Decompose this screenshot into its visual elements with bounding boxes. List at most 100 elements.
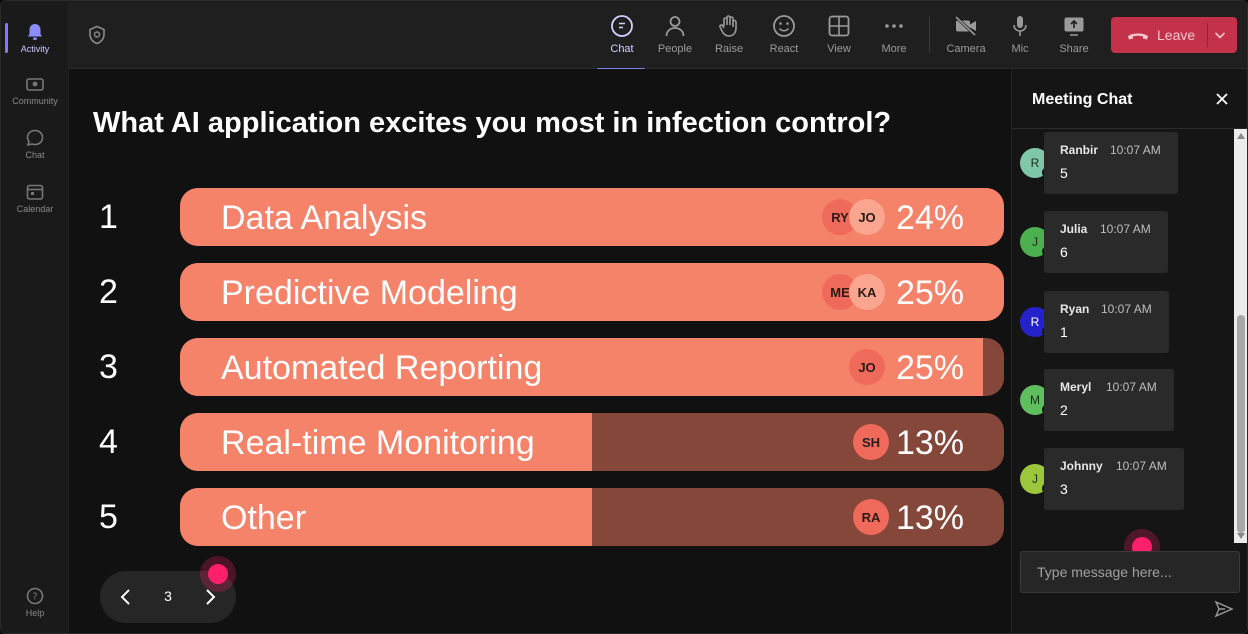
message-bubble: Ranbir 10:07 AM 5 xyxy=(1044,132,1178,194)
rail-label: Calendar xyxy=(16,203,54,214)
toolbar-camera-button[interactable]: Camera xyxy=(941,9,991,65)
option-label: Data Analysis xyxy=(221,199,427,237)
toolbar-divider xyxy=(929,17,930,53)
chat-message: J Julia 10:07 AM 6 xyxy=(1020,211,1220,273)
avatar: SH xyxy=(853,424,889,460)
avatar: JO xyxy=(849,349,885,385)
chat-header: Meeting Chat xyxy=(1012,69,1247,129)
smiley-icon xyxy=(773,15,795,37)
chat-icon xyxy=(26,129,44,146)
chevron-down-icon[interactable] xyxy=(1213,28,1227,42)
rail-label: Activity xyxy=(20,43,50,54)
bell-icon xyxy=(28,23,42,40)
meeting-chat-panel: Meeting Chat R Ranbir 10:07 AM 5 J Julia… xyxy=(1011,69,1247,633)
hand-icon xyxy=(719,15,737,37)
meeting-toolbar: Chat People Raise React View More Camera xyxy=(69,1,1247,71)
camera-off-icon xyxy=(954,15,977,37)
rail-label: Help xyxy=(25,607,45,618)
option-bar[interactable]: Predictive Modeling ME KA 25% xyxy=(180,263,1004,321)
rail-item-activity[interactable]: Activity xyxy=(1,13,69,63)
send-icon[interactable] xyxy=(1214,599,1234,619)
poll-option[interactable]: 5 Other RA 13% xyxy=(69,488,1011,546)
sender-name: Johnny xyxy=(1060,459,1103,473)
rail-label: Community xyxy=(12,95,58,106)
more-icon xyxy=(885,24,903,28)
rail-item-community[interactable]: Community xyxy=(1,65,69,115)
calendar-icon xyxy=(26,184,44,200)
help-icon: ? xyxy=(26,587,44,604)
leave-button[interactable]: Leave xyxy=(1111,17,1237,53)
message-bubble: Ryan 10:07 AM 1 xyxy=(1044,291,1169,353)
rail-label: Chat xyxy=(25,149,45,160)
option-label: Other xyxy=(221,499,307,537)
cursor-indicator xyxy=(208,564,228,584)
message-time: 10:07 AM xyxy=(1116,459,1167,473)
chat-title: Meeting Chat xyxy=(1032,91,1133,108)
avatar: JO xyxy=(849,199,885,235)
poll-option[interactable]: 4 Real-time Monitoring SH 13% xyxy=(69,413,1011,471)
scroll-down-arrow[interactable] xyxy=(1237,533,1245,539)
message-text: 1 xyxy=(1060,324,1068,340)
option-number: 5 xyxy=(99,498,118,536)
toolbar-chat-button[interactable]: Chat xyxy=(597,9,647,71)
option-bar-fill xyxy=(180,488,592,546)
close-icon[interactable] xyxy=(1214,91,1230,107)
option-percent: 25% xyxy=(895,274,964,312)
sender-name: Ranbir xyxy=(1060,143,1099,157)
scroll-up-arrow[interactable] xyxy=(1237,133,1245,139)
toolbar-react-button[interactable]: React xyxy=(759,9,809,65)
message-text: 5 xyxy=(1060,165,1068,181)
option-bar[interactable]: Other RA 13% xyxy=(180,488,1004,546)
toolbar-view-button[interactable]: View xyxy=(814,9,864,65)
message-text: 6 xyxy=(1060,244,1068,260)
chat-scrollbar[interactable] xyxy=(1234,129,1247,543)
poll-option[interactable]: 1 Data Analysis RY JO 24% xyxy=(69,188,1011,246)
option-percent: 24% xyxy=(895,199,964,237)
option-percent: 25% xyxy=(895,349,964,387)
app-rail: Activity Community Chat Calendar ? Help xyxy=(1,1,69,633)
share-screen-icon xyxy=(1064,17,1084,36)
scroll-thumb[interactable] xyxy=(1237,315,1245,533)
poll-question: What AI application excites you most in … xyxy=(93,107,892,139)
chevron-right-icon[interactable] xyxy=(198,585,222,609)
poll-stage: What AI application excites you most in … xyxy=(69,69,1011,633)
poll-option[interactable]: 3 Automated Reporting JO 25% xyxy=(69,338,1011,396)
toolbar-mic-button[interactable]: Mic xyxy=(995,9,1045,65)
message-bubble: Johnny 10:07 AM 3 xyxy=(1044,448,1184,510)
chat-message-list[interactable]: R Ranbir 10:07 AM 5 J Julia 10:07 AM 6 R xyxy=(1012,129,1234,543)
sender-name: Meryl xyxy=(1060,380,1092,394)
option-bar-fill xyxy=(180,338,983,396)
option-bar[interactable]: Real-time Monitoring SH 13% xyxy=(180,413,1004,471)
message-time: 10:07 AM xyxy=(1101,302,1152,316)
rail-item-calendar[interactable]: Calendar xyxy=(1,173,69,223)
message-bubble: Julia 10:07 AM 6 xyxy=(1044,211,1168,273)
grid-icon xyxy=(828,15,850,37)
avatar: RA xyxy=(853,499,889,535)
option-number: 1 xyxy=(99,198,118,236)
chat-message: J Johnny 10:07 AM 3 xyxy=(1020,448,1220,510)
message-input[interactable] xyxy=(1021,552,1239,592)
toolbar-share-button[interactable]: Share xyxy=(1049,9,1099,65)
page-number: 3 xyxy=(164,588,172,604)
poll-option[interactable]: 2 Predictive Modeling ME KA 25% xyxy=(69,263,1011,321)
shield-icon[interactable] xyxy=(87,25,107,45)
option-bar[interactable]: Data Analysis RY JO 24% xyxy=(180,188,1004,246)
chat-icon xyxy=(611,15,633,37)
rail-item-chat[interactable]: Chat xyxy=(1,119,69,169)
message-compose-box[interactable] xyxy=(1020,551,1240,593)
hangup-phone-icon xyxy=(1128,33,1148,40)
chevron-left-icon[interactable] xyxy=(114,585,138,609)
svg-text:?: ? xyxy=(32,591,37,602)
sender-name: Ryan xyxy=(1060,302,1090,316)
chat-message: R Ranbir 10:07 AM 5 xyxy=(1020,132,1220,194)
toolbar-people-button[interactable]: People xyxy=(650,9,700,65)
option-percent: 13% xyxy=(895,424,964,462)
toolbar-raise-button[interactable]: Raise xyxy=(704,9,754,65)
option-number: 3 xyxy=(99,348,118,386)
option-bar[interactable]: Automated Reporting JO 25% xyxy=(180,338,1004,396)
toolbar-more-button[interactable]: More xyxy=(869,9,919,65)
option-label: Predictive Modeling xyxy=(221,274,518,312)
chat-message: M Meryl 10:07 AM 2 xyxy=(1020,369,1220,431)
rail-item-help[interactable]: ? Help xyxy=(1,577,69,627)
